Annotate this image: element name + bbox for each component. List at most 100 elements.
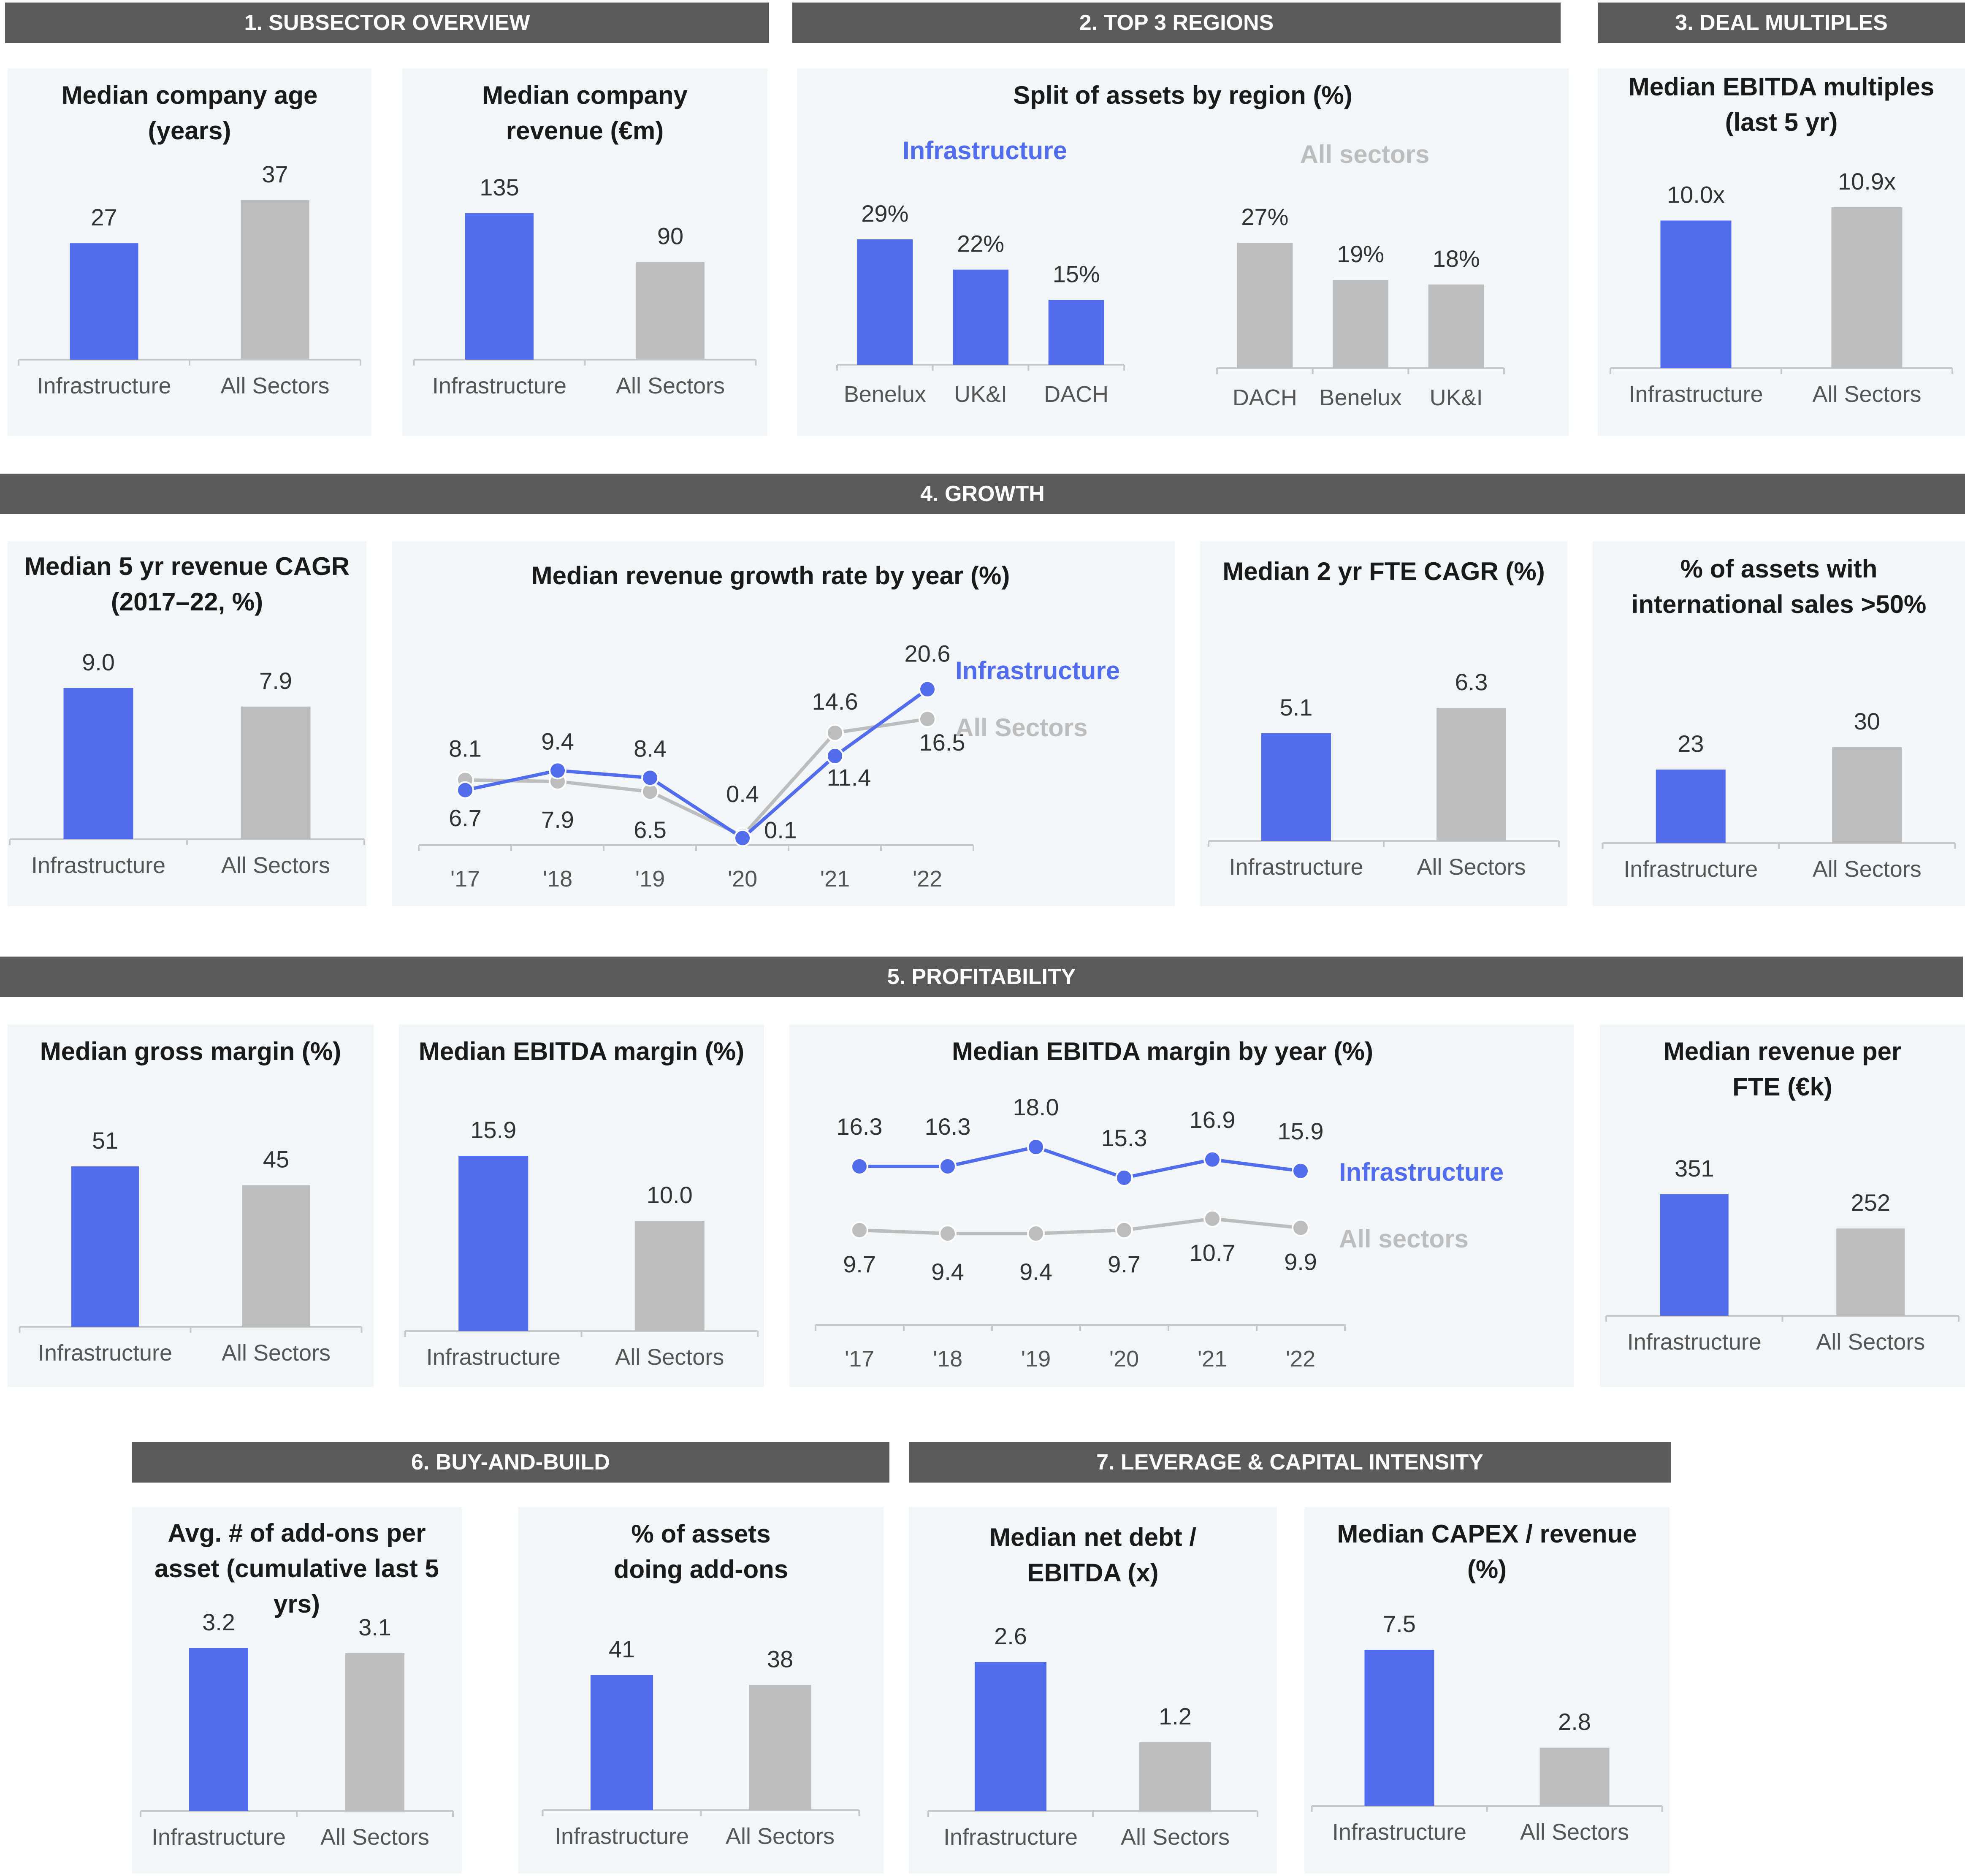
series-line-infrastructure [465, 688, 929, 840]
data-label: 20.6 [905, 640, 951, 667]
banner-deal-multiples: 3. DEAL MULTIPLES [1598, 3, 1965, 43]
banner-subsector-overview: 1. SUBSECTOR OVERVIEW [5, 3, 769, 43]
data-point-infrastructure [549, 762, 566, 780]
bar-infrastructure [1261, 733, 1331, 841]
data-label: 10.0 [647, 1182, 693, 1208]
panel-median-5yr-revenue-cagr: Median 5 yr revenue CAGR (2017–22, %) 9.… [8, 541, 366, 906]
panel-title: Median EBITDA margin by year (%) [952, 1037, 1373, 1065]
data-label: 3.2 [202, 1609, 235, 1635]
category-label: '19 [635, 866, 665, 892]
category-label: UK&I [1430, 385, 1483, 410]
category-label: Infrastructure [38, 1340, 172, 1366]
panel-title: % of assets doing add-ons [613, 1520, 789, 1583]
category-label: '17 [845, 1346, 874, 1372]
data-label: 8.4 [634, 735, 667, 762]
data-point-all-sectors [851, 1221, 868, 1239]
bar-all-sectors [1836, 1228, 1905, 1316]
panel-title: Avg. # of add-ons per asset (cumulative … [154, 1519, 439, 1618]
chart-pct-assets-doing-add-ons: 41 Infrastructure 38 All Sectors [542, 1636, 860, 1849]
panel-median-capex-revenue: Median CAPEX / revenue (%) 7.5 Infrastruc… [1304, 1507, 1670, 1873]
data-label: 45 [263, 1146, 289, 1173]
chart-median-5yr-revenue-cagr: 9.0 Infrastructure 7.9 All Sectors [9, 649, 365, 878]
chart-median-net-debt-ebitda: 2.6 Infrastructure 1.2 All Sectors [927, 1623, 1258, 1850]
legend-label: Infrastructure [903, 136, 1067, 165]
bar-all-sectors [1539, 1747, 1610, 1806]
panel-avg-add-ons-per-asset: Avg. # of add-ons per asset (cumulative … [132, 1507, 462, 1873]
panel-title: Median company age (years) [61, 81, 318, 145]
data-label: 29% [861, 200, 908, 227]
category-label: Infrastructure [1627, 1329, 1762, 1355]
panel-title: Median company revenue (€m) [482, 81, 688, 145]
legend-label: Infrastructure [1339, 1158, 1504, 1186]
chart-median-ebitda-margin: 15.9 Infrastructure 10.0 All Sectors [404, 1117, 759, 1370]
data-point-all-sectors [1027, 1225, 1045, 1243]
chart-regions-all-sectors: 27% DACH 19% Benelux 18% UK&I All sectors [1216, 140, 1505, 410]
category-label: Infrastructure [432, 373, 566, 399]
category-label: Infrastructure [555, 1824, 689, 1849]
category-label: Benelux [844, 382, 926, 407]
category-label: Infrastructure [1629, 382, 1763, 407]
category-label: Infrastructure [1229, 854, 1363, 880]
bar-infrastructure [70, 243, 138, 360]
data-label: 10.9x [1838, 168, 1896, 195]
data-label: 18% [1433, 245, 1480, 272]
category-label: DACH [1233, 385, 1297, 410]
data-label: 15.9 [1278, 1118, 1324, 1144]
panel-title: Split of assets by region (%) [1013, 81, 1352, 109]
data-point-all-sectors [919, 710, 936, 728]
bar-benelux [857, 239, 913, 365]
data-point-all-sectors [1115, 1221, 1133, 1239]
data-label: 7.9 [541, 806, 574, 833]
category-label: Benelux [1319, 385, 1401, 410]
data-label: 23 [1678, 730, 1704, 757]
data-label: 38 [767, 1646, 793, 1672]
panel-median-2yr-fte-cagr: Median 2 yr FTE CAGR (%) 5.1 Infrastructu… [1200, 541, 1567, 906]
banner-growth: 4. GROWTH [0, 474, 1965, 514]
bar-all-sectors [1436, 708, 1506, 841]
chart-median-capex-revenue: 7.5 Infrastructure 2.8 All Sectors [1311, 1610, 1663, 1845]
data-label: 10.7 [1190, 1239, 1236, 1266]
data-point-all-sectors [826, 724, 844, 742]
data-label: 41 [609, 1636, 635, 1662]
panel-title: Median revenue growth rate by year (%) [531, 561, 1010, 590]
panel-median-net-debt-ebitda: Median net debt / EBITDA (x) 2.6 Infrastr… [909, 1507, 1277, 1873]
bar-infrastructure [975, 1662, 1046, 1811]
chart-median-gross-margin: 51 Infrastructure 45 All Sectors [19, 1127, 363, 1366]
category-label: '21 [1198, 1346, 1227, 1372]
category-label: All Sectors [1812, 382, 1921, 407]
legend-label: Infrastructure [955, 656, 1120, 685]
banner-buy-and-build: 6. BUY-AND-BUILD [132, 1442, 889, 1483]
chart-median-2yr-fte-cagr: 5.1 Infrastructure 6.3 All Sectors [1208, 669, 1560, 880]
panel-title: Median gross margin (%) [40, 1037, 342, 1065]
category-label: Infrastructure [426, 1345, 561, 1370]
data-label: 9.9 [1284, 1249, 1317, 1275]
bar-all-sectors [242, 1185, 310, 1327]
panel-title: Median revenue per FTE (€k) [1663, 1037, 1902, 1101]
data-label: 9.0 [82, 649, 115, 675]
chart-median-revenue-per-fte: 351 Infrastructure 252 All Sectors [1605, 1155, 1960, 1355]
data-label: 18.0 [1013, 1094, 1059, 1120]
bar-benelux [1333, 280, 1388, 368]
bar-all-sectors [1832, 747, 1902, 843]
data-label: 6.5 [634, 816, 667, 843]
category-label: All Sectors [1816, 1329, 1925, 1355]
category-label: '22 [913, 866, 942, 892]
bar-dach [1237, 243, 1293, 368]
chart-median-company-revenue: 135 Infrastructure 90 All Sectors [413, 174, 757, 399]
data-point-infrastructure [1027, 1138, 1045, 1156]
category-label: All Sectors [220, 373, 329, 399]
data-label: 9.7 [1108, 1251, 1141, 1277]
data-label: 7.5 [1383, 1610, 1416, 1637]
data-label: 37 [262, 161, 288, 187]
data-point-infrastructure [734, 829, 751, 847]
category-label: Infrastructure [37, 373, 171, 399]
data-label: 16.9 [1190, 1106, 1236, 1133]
bar-all-sectors [345, 1653, 404, 1811]
data-label: 351 [1675, 1155, 1714, 1182]
data-label: 252 [1851, 1189, 1890, 1216]
data-label: 30 [1854, 708, 1880, 735]
data-label: 6.7 [449, 805, 482, 831]
panel-median-revenue-per-fte: Median revenue per FTE (€k) 351 Infrastru… [1600, 1025, 1965, 1387]
chart-regions-infrastructure: 29% Benelux 22% UK&I 15% DACH Infrastructure [836, 136, 1125, 407]
bar-infrastructure [1660, 1194, 1729, 1316]
